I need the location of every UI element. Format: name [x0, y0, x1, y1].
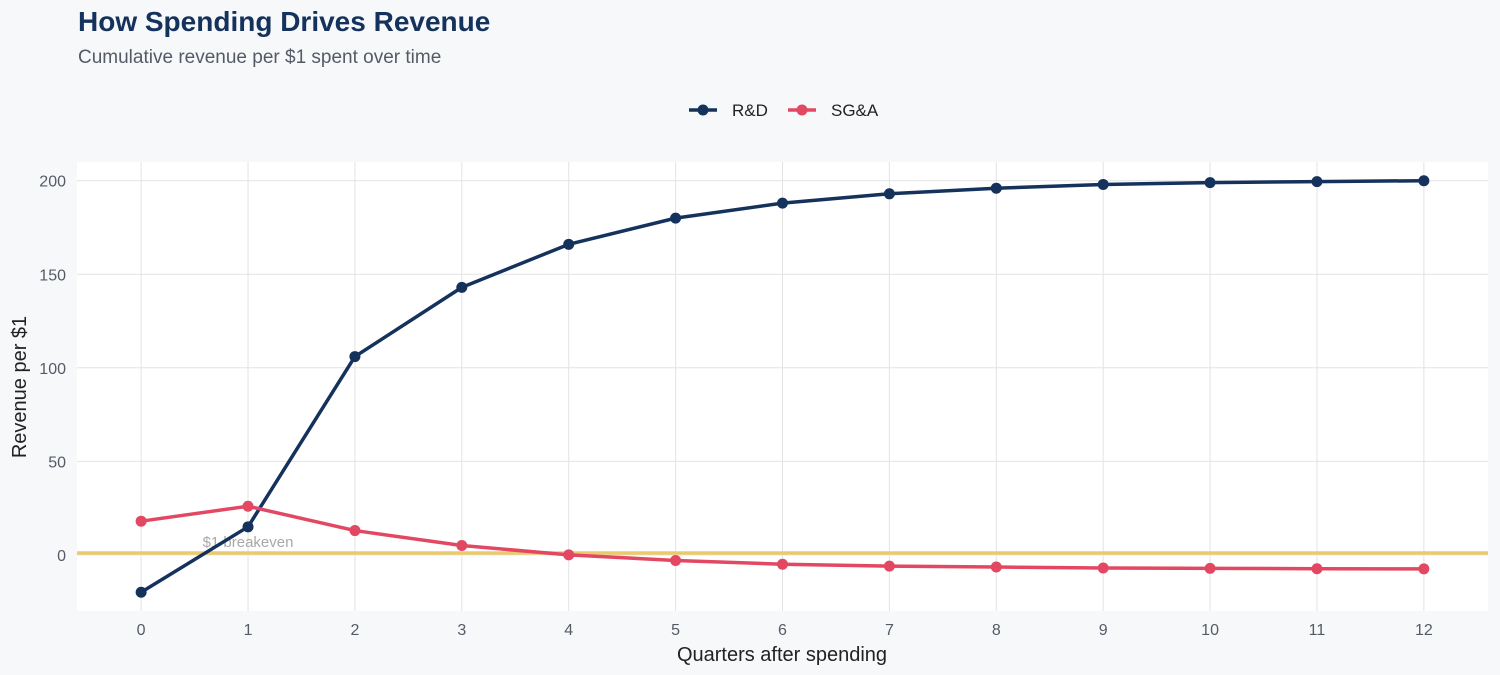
y-axis-label: Revenue per $1 — [9, 316, 31, 458]
data-point-r-d — [990, 182, 1002, 194]
data-point-r-d — [563, 238, 575, 250]
data-point-r-d — [1097, 178, 1109, 190]
x-tick-label: 0 — [137, 622, 146, 639]
data-point-sg-a — [456, 540, 468, 552]
grid-y — [77, 180, 1488, 556]
legend-swatch-point — [697, 104, 709, 116]
legend-item-r-d: R&D — [689, 101, 768, 120]
legend-item-sg-a: SG&A — [788, 101, 879, 120]
x-tick-label: 12 — [1415, 622, 1433, 639]
y-tick-label: 50 — [48, 454, 66, 471]
x-tick-label: 5 — [671, 622, 680, 639]
data-point-sg-a — [242, 500, 254, 512]
y-tick-label: 100 — [39, 361, 66, 378]
data-point-r-d — [1204, 177, 1216, 189]
data-point-sg-a — [563, 549, 575, 561]
x-tick-label: 4 — [564, 622, 573, 639]
x-tick-label: 9 — [1099, 622, 1108, 639]
legend: R&D SG&A — [689, 101, 879, 120]
data-point-r-d — [670, 212, 682, 224]
y-tick-label: 0 — [57, 548, 66, 565]
data-point-sg-a — [883, 560, 895, 572]
data-point-sg-a — [1311, 563, 1323, 575]
grid-x — [140, 162, 1425, 611]
y-tick-label: 150 — [39, 267, 66, 284]
x-tick-label: 2 — [350, 622, 359, 639]
x-tick-label: 11 — [1309, 622, 1326, 639]
x-tick-labels: 0 1 2 3 4 5 6 7 8 9 10 11 12 — [137, 622, 1433, 639]
legend-swatch-point — [796, 104, 808, 116]
data-point-r-d — [242, 521, 254, 533]
x-tick-label: 3 — [457, 622, 466, 639]
data-point-sg-a — [349, 525, 361, 537]
legend-label: R&D — [732, 101, 768, 120]
data-point-sg-a — [1097, 562, 1109, 574]
y-tick-labels: 0 50 100 150 200 — [39, 174, 66, 565]
x-tick-label: 10 — [1201, 622, 1219, 639]
data-point-r-d — [349, 351, 361, 363]
data-point-sg-a — [990, 561, 1002, 573]
chart-title: How Spending Drives Revenue — [78, 6, 491, 37]
chart-subtitle: Cumulative revenue per $1 spent over tim… — [78, 47, 442, 68]
data-point-sg-a — [135, 515, 147, 527]
y-tick-label: 200 — [39, 174, 66, 191]
x-tick-label: 7 — [885, 622, 894, 639]
series-group — [135, 175, 1430, 598]
data-point-sg-a — [670, 554, 682, 566]
data-point-sg-a — [777, 558, 788, 570]
reference-line-group: $1 breakeven — [77, 534, 1488, 555]
data-point-sg-a — [1418, 563, 1430, 575]
legend-label: SG&A — [831, 101, 879, 120]
data-point-r-d — [1311, 176, 1323, 188]
x-tick-label: 8 — [992, 622, 1001, 639]
data-point-r-d — [777, 197, 788, 209]
data-point-r-d — [456, 281, 468, 293]
data-point-sg-a — [1204, 562, 1216, 574]
x-tick-label: 6 — [778, 622, 787, 639]
x-axis-label: Quarters after spending — [677, 644, 887, 666]
data-point-r-d — [1418, 175, 1430, 187]
data-point-r-d — [135, 586, 147, 598]
data-point-r-d — [883, 188, 895, 200]
breakeven-label: $1 breakeven — [203, 534, 294, 551]
x-tick-label: 1 — [244, 622, 253, 639]
